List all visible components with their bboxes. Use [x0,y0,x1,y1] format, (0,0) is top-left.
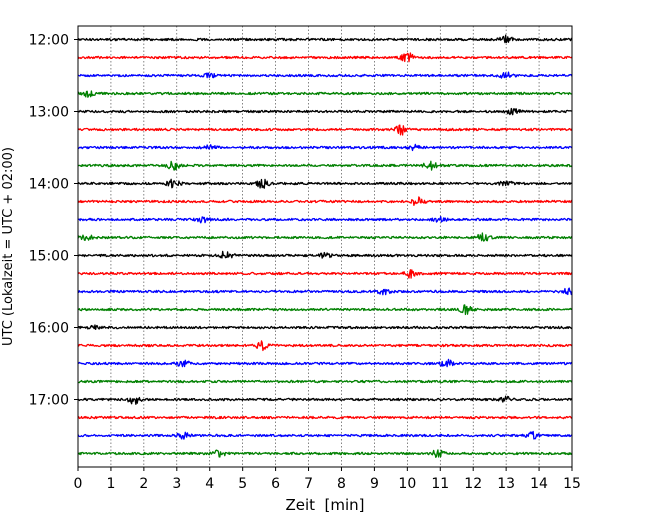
trace-1400 [77,178,573,189]
trace-1230 [77,71,573,79]
x-tick-label: 11 [431,476,449,492]
x-axis-label: Zeit [min] [285,496,364,514]
grid-lines [110,26,540,467]
x-tick-label: 0 [74,476,83,492]
y-axis-label: UTC (Lokalzeit = UTC + 02:00) [1,147,16,346]
y-tick-label: 14:00 [29,177,69,193]
x-tick-label: 5 [238,476,247,492]
x-tick-label: 9 [370,476,379,492]
x-axis-ticks: 0 1 2 3 4 5 6 7 8 9 10 11 12 13 14 15 [74,467,581,492]
trace-1630 [77,358,573,368]
y-tick-label: 12:00 [29,33,69,49]
trace-1530 [77,287,573,296]
trace-1700 [77,395,573,405]
trace-1430 [77,215,573,224]
x-tick-label: 14 [530,476,548,492]
trace-1415 [77,196,573,207]
x-tick-label: 10 [398,476,416,492]
trace-1315 [77,124,573,136]
y-axis-ticks: 12:00 13:00 14:00 15:00 16:00 17:00 [29,33,78,409]
trace-1745 [77,449,573,458]
trace-1645 [77,379,573,384]
x-tick-label: 12 [464,476,482,492]
x-tick-label: 6 [271,476,280,492]
x-tick-label: 13 [497,476,515,492]
trace-1300 [77,107,573,116]
y-tick-label: 13:00 [29,105,69,121]
trace-1730 [77,430,573,440]
trace-1715 [77,415,573,420]
trace-1200 [77,34,573,44]
x-tick-label: 4 [205,476,214,492]
trace-1545 [77,304,573,316]
trace-1500 [77,250,573,259]
traces [77,34,573,458]
x-tick-label: 8 [337,476,346,492]
trace-1445 [77,232,573,242]
trace-1615 [77,340,573,352]
x-tick-label: 1 [106,476,115,492]
x-tick-label: 3 [172,476,181,492]
x-tick-label: 7 [304,476,313,492]
y-tick-label: 15:00 [29,249,69,265]
x-tick-label: 15 [563,476,581,492]
trace-1515 [77,269,573,279]
trace-1345 [77,160,573,171]
trace-1330 [77,143,573,152]
y-tick-label: 16:00 [29,321,69,337]
trace-1245 [77,90,573,98]
trace-1215 [77,52,573,63]
x-tick-label: 2 [139,476,148,492]
y-tick-label: 17:00 [29,393,69,409]
plot-frame [77,25,573,468]
trace-1600 [77,324,572,331]
